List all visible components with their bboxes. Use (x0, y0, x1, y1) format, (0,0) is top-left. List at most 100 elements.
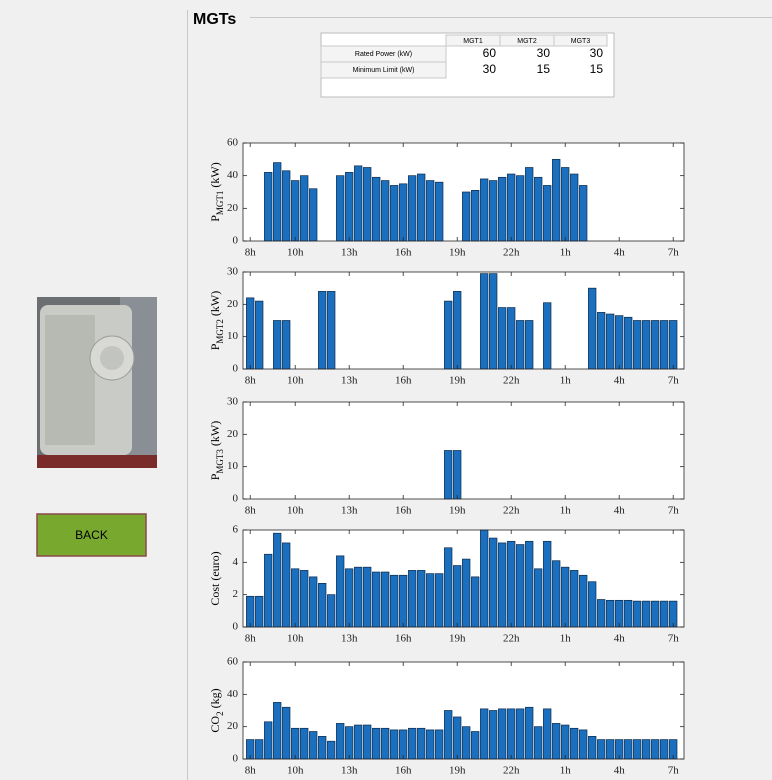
bar (354, 165, 363, 242)
y-tick-label: 4 (233, 556, 239, 568)
x-tick-label: 19h (449, 633, 466, 645)
plot-area (243, 402, 684, 499)
bar (561, 167, 570, 242)
bar (525, 540, 534, 628)
y-axis-label: CO2 (kg) (208, 688, 225, 732)
bar (480, 178, 489, 242)
bar (327, 291, 336, 370)
bar (624, 316, 633, 370)
bar (381, 727, 390, 760)
bar (345, 568, 354, 628)
bar (525, 320, 534, 370)
bar (444, 547, 453, 628)
bar (588, 287, 597, 370)
bar (426, 573, 435, 628)
bar (543, 540, 552, 628)
bar (489, 273, 498, 370)
turbine-photo (37, 297, 157, 468)
bar (381, 571, 390, 628)
x-tick-label: 4h (614, 765, 626, 777)
axes-box (242, 529, 685, 628)
bar (588, 581, 597, 628)
bar (300, 727, 309, 760)
bar (336, 555, 345, 628)
x-tick-label: 7h (668, 247, 680, 259)
y-tick-label: 20 (227, 720, 239, 732)
parameter-table: MGT1 MGT2 MGT3 Rated Power (kW) 60 30 30 Minimu… (320, 32, 615, 98)
bar (534, 176, 543, 242)
bar (426, 729, 435, 760)
bar (633, 320, 642, 370)
bar (282, 542, 291, 628)
bar (444, 710, 453, 760)
button-face[interactable] (36, 513, 147, 557)
bar (291, 727, 300, 760)
y-axis-label-part: P (208, 215, 222, 222)
bar (471, 731, 480, 760)
axes-box (242, 661, 685, 760)
x-tick-label: 19h (449, 247, 466, 259)
bar (417, 727, 426, 760)
bar (480, 273, 489, 370)
bar (336, 175, 345, 242)
x-tick-label: 10h (287, 247, 304, 259)
bar (453, 716, 462, 760)
bar (354, 724, 363, 760)
back-button[interactable]: BACK (36, 513, 147, 557)
x-tick-label: 1h (560, 247, 572, 259)
bar (651, 600, 660, 628)
bar (498, 708, 507, 760)
axes-box (242, 142, 685, 242)
x-tick-label: 4h (614, 505, 626, 517)
bar (399, 574, 408, 628)
x-tick-label: 16h (395, 375, 412, 387)
column-header: MGT3 (571, 38, 591, 45)
x-tick-label: 10h (287, 375, 304, 387)
x-tick-label: 8h (245, 375, 257, 387)
bar (660, 320, 669, 370)
bar (543, 708, 552, 760)
y-axis-label-part: MGT1 (215, 191, 225, 216)
x-tick-label: 13h (341, 505, 358, 517)
x-tick-label: 16h (395, 505, 412, 517)
bar (318, 736, 327, 760)
bar (273, 702, 282, 760)
bar-chart: 0 20 40 60 8h 10h 13h 16h 19h 22h 1h 4h 7h PMGT1 (kW) (208, 137, 685, 259)
row-header: Rated Power (kW) (355, 51, 412, 58)
bar (363, 724, 372, 760)
bar (462, 558, 471, 628)
bar (507, 307, 516, 370)
button-label[interactable]: BACK (75, 528, 108, 542)
bar (417, 173, 426, 242)
x-tick-label: 13h (341, 375, 358, 387)
x-tick-label: 22h (503, 505, 520, 517)
bar (597, 599, 606, 628)
bar (660, 739, 669, 760)
y-tick-label: 10 (227, 330, 239, 342)
bar (372, 176, 381, 242)
y-axis-label-part: P (208, 343, 222, 350)
axes-box (242, 401, 685, 500)
y-tick-label: 0 (233, 753, 239, 765)
bar (489, 537, 498, 628)
bar (345, 172, 354, 242)
x-tick-label: 13h (341, 247, 358, 259)
bar (471, 190, 480, 242)
bar (390, 729, 399, 760)
x-tick-label: 19h (449, 765, 466, 777)
x-tick-label: 22h (503, 765, 520, 777)
bar (498, 176, 507, 242)
y-tick-label: 0 (233, 493, 239, 505)
x-tick-label: 1h (560, 375, 572, 387)
x-tick-label: 10h (287, 505, 304, 517)
y-axis-label: PMGT2 (kW) (208, 291, 225, 351)
bar (606, 739, 615, 760)
bar (336, 723, 345, 760)
bar (282, 706, 291, 760)
bar (273, 532, 282, 628)
bar (435, 573, 444, 628)
x-tick-label: 13h (341, 765, 358, 777)
bar (282, 170, 291, 242)
bar (552, 158, 561, 242)
table-cell: 30 (483, 62, 497, 76)
